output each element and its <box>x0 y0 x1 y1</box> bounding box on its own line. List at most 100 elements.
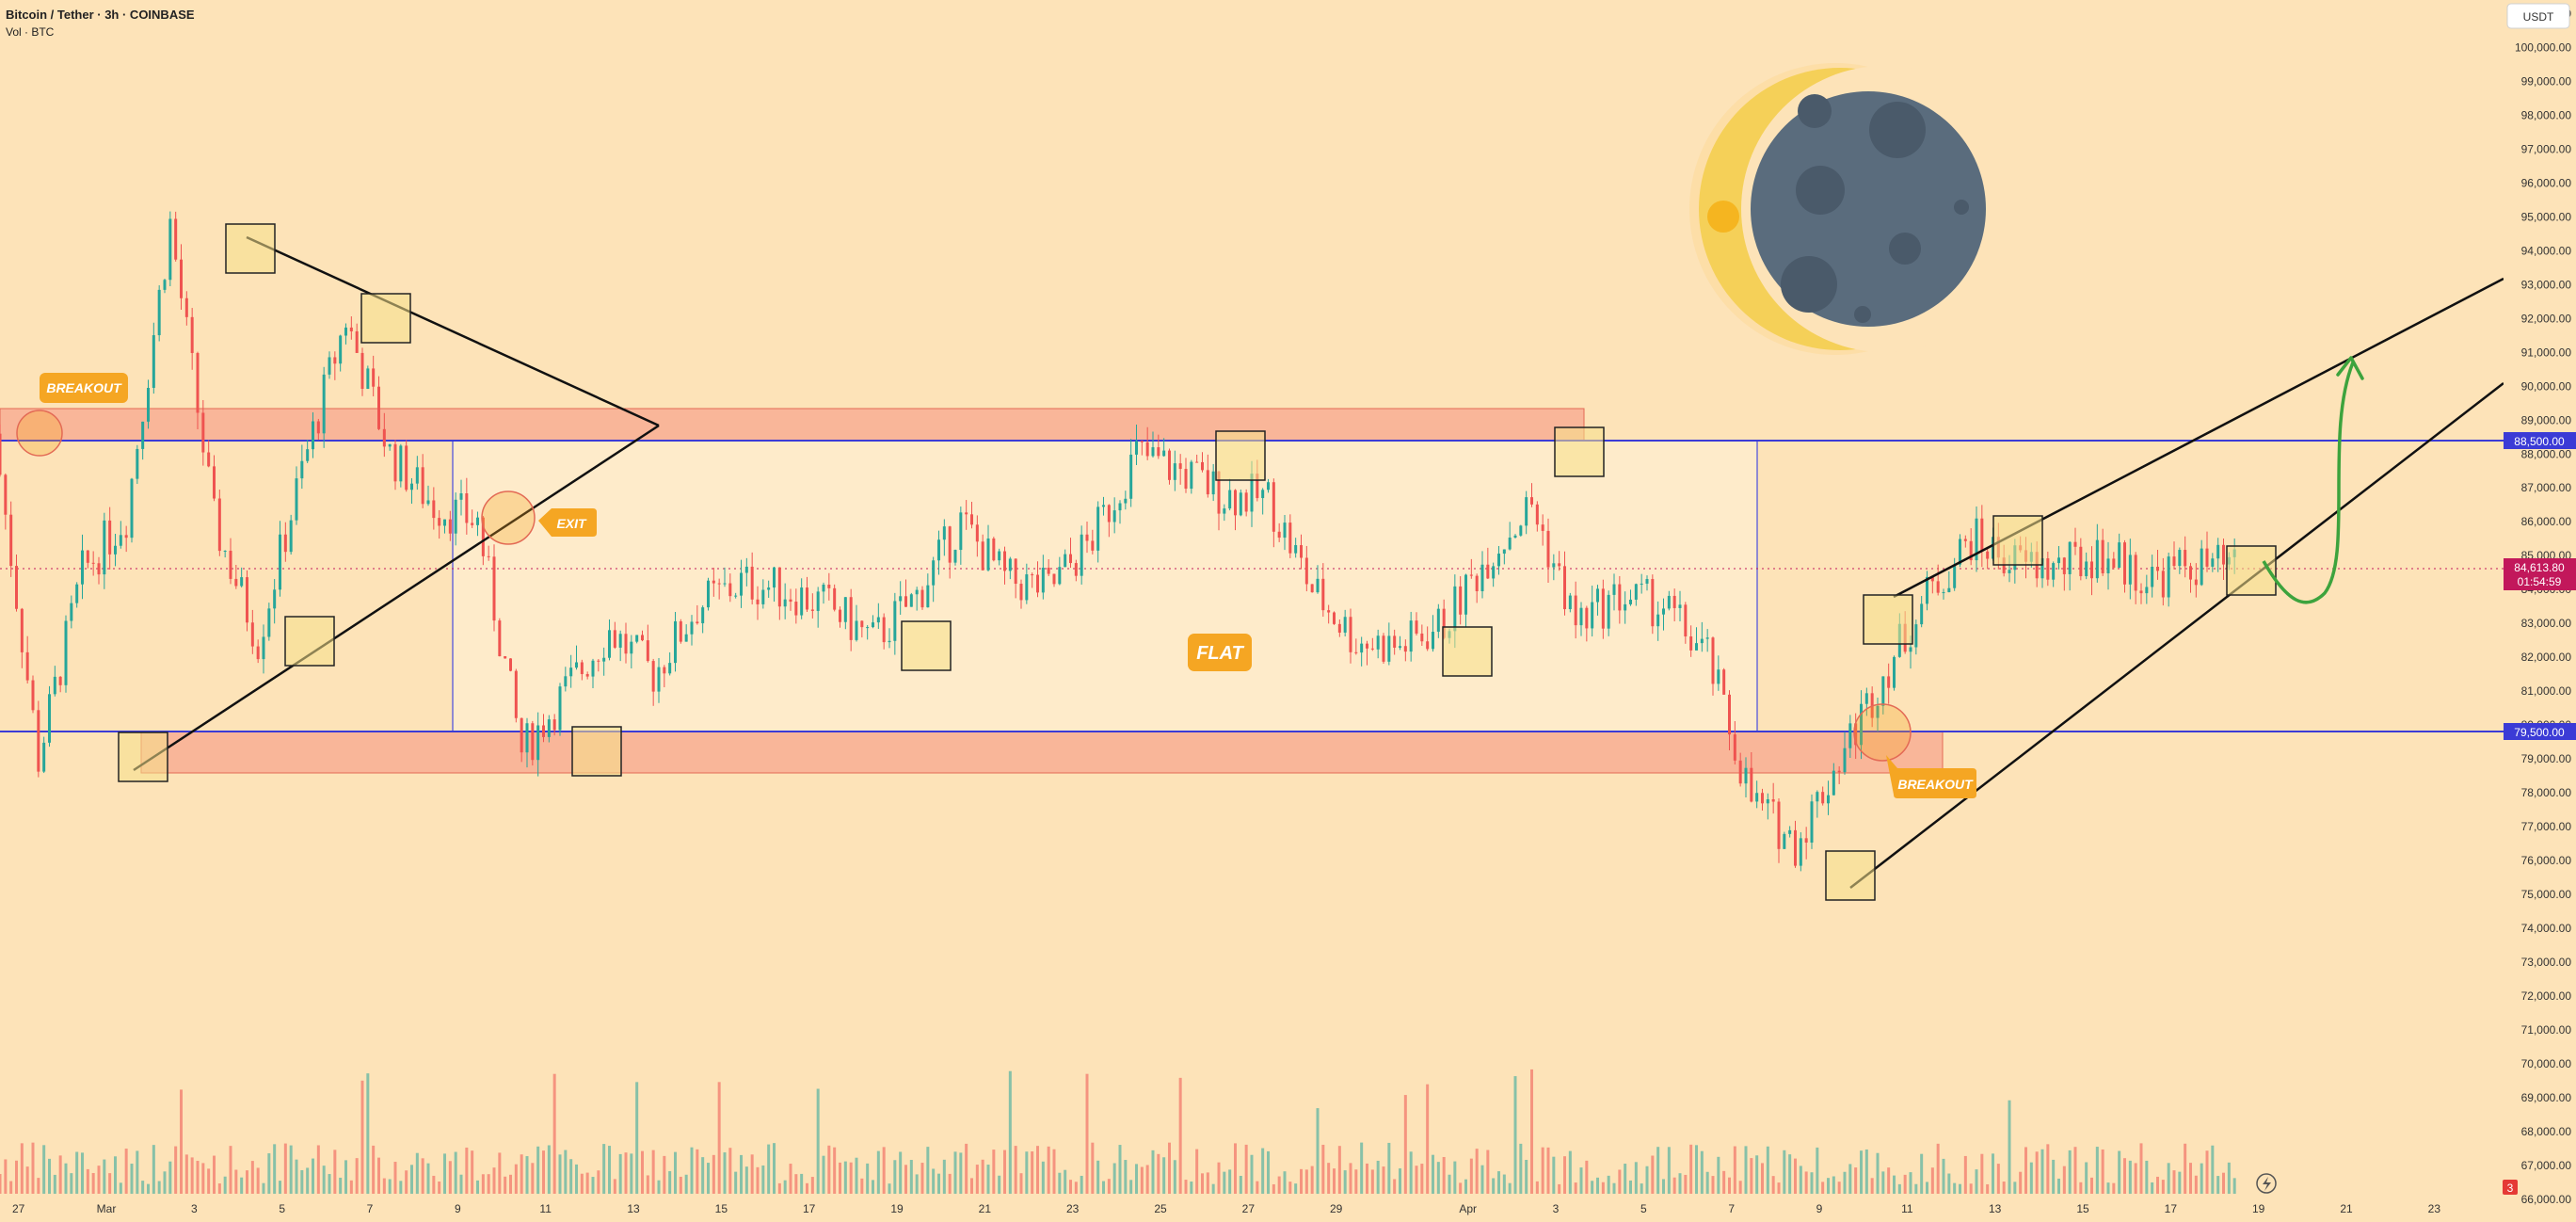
candle-body <box>2068 541 2072 574</box>
candle-body <box>1091 540 1095 551</box>
volume-bar <box>777 1182 781 1194</box>
candle-body <box>1926 576 1928 604</box>
time-tick-label: 17 <box>2165 1202 2178 1215</box>
candle-body <box>1591 602 1594 629</box>
volume-bar <box>405 1170 408 1194</box>
candle-body <box>1140 441 1144 442</box>
candle-body <box>1399 646 1401 648</box>
candle-body <box>1492 566 1496 579</box>
time-tick-label: 29 <box>1330 1202 1343 1215</box>
volume-bar <box>81 1152 84 1194</box>
volume-bar <box>1464 1179 1467 1194</box>
price-tick-label: 78,000.00 <box>2521 786 2572 799</box>
candle-body <box>487 555 490 557</box>
candle-body <box>948 526 952 563</box>
candle-body <box>591 660 595 677</box>
time-tick-label: 21 <box>979 1202 992 1215</box>
pivot-box <box>1442 626 1493 677</box>
candle-body <box>1436 608 1440 633</box>
volume-bar <box>1294 1183 1298 1194</box>
volume-bar <box>882 1147 886 1194</box>
candle-body <box>602 657 606 662</box>
candle-body <box>1744 767 1748 784</box>
volume-bar <box>421 1158 424 1194</box>
volume-bar <box>1684 1174 1688 1194</box>
time-tick-label: 7 <box>367 1202 374 1215</box>
candle-body <box>1008 558 1012 571</box>
volume-bar <box>240 1177 244 1194</box>
candle-body <box>1442 608 1446 638</box>
candle-body <box>443 519 446 526</box>
volume-bar <box>1442 1156 1446 1194</box>
volume-bar <box>1102 1181 1105 1194</box>
volume-bar <box>1096 1160 1100 1194</box>
candle-body <box>2189 566 2192 580</box>
candle-body <box>909 594 913 607</box>
time-axis[interactable]: 27 Mar 3 5 7 9 11 13 15 17 19 21 23 25 27 29 Apr 3 5 7 9 11 13… <box>12 1202 2440 1215</box>
candle-body <box>1370 648 1374 650</box>
arrow-head-icon <box>2336 356 2364 380</box>
volume-bar <box>152 1145 155 1194</box>
volume-bar <box>783 1180 787 1194</box>
currency-button[interactable]: USDT <box>2506 3 2570 29</box>
volume-bar <box>355 1158 359 1194</box>
volume-bar <box>1728 1177 1731 1194</box>
candle-body <box>1041 567 1045 593</box>
volume-bar <box>1864 1149 1868 1194</box>
volume-bar <box>75 1151 79 1194</box>
candle-body <box>701 607 705 624</box>
volume-bar <box>234 1169 238 1194</box>
candle-body <box>1118 503 1122 511</box>
price-axis[interactable]: 66,000.00 67,000.00 68,000.00 69,000.00 70,0… <box>2504 0 2576 1222</box>
volume-bar <box>1761 1163 1764 1194</box>
candle-body <box>651 661 655 692</box>
candle-body <box>860 620 864 628</box>
volume-bar <box>1201 1173 1204 1194</box>
time-tick-label: 15 <box>715 1202 728 1215</box>
candle-body <box>843 597 847 622</box>
level-low-value: 79,500.00 <box>2514 726 2565 739</box>
volume-bar <box>42 1145 46 1194</box>
volume-bar <box>920 1163 924 1194</box>
volume-bar <box>707 1163 710 1194</box>
volume-bar <box>1563 1156 1566 1194</box>
candle-body <box>1651 579 1655 627</box>
volume-bar <box>602 1144 606 1194</box>
candle-body <box>448 519 452 534</box>
volume-bar <box>366 1073 370 1194</box>
volume-bar <box>114 1156 117 1194</box>
candle-body <box>975 524 979 542</box>
candle-body <box>531 723 535 761</box>
lightning-icon[interactable] <box>2256 1173 2277 1194</box>
volume-bar <box>651 1150 655 1194</box>
volume-bar <box>657 1180 661 1194</box>
volume-bar <box>1662 1179 1665 1194</box>
candle-body <box>1662 608 1665 615</box>
alerts-badge[interactable]: 3 <box>2503 1180 2518 1195</box>
volume-bar <box>492 1167 496 1194</box>
candle-body <box>1585 607 1589 629</box>
price-tick-label: 95,000.00 <box>2521 210 2572 223</box>
volume-bar <box>4 1159 8 1194</box>
volume-bar <box>207 1168 211 1194</box>
candle-body <box>1304 557 1308 585</box>
volume-bar <box>1651 1155 1655 1194</box>
volume-bar <box>2151 1182 2154 1194</box>
volume-bar <box>646 1175 649 1194</box>
candle-body <box>1157 447 1160 457</box>
volume-bar <box>201 1163 205 1194</box>
time-tick-label: 9 <box>455 1202 461 1215</box>
candle-body <box>246 577 248 623</box>
volume-bar <box>1173 1160 1176 1194</box>
pivot-box <box>225 223 276 274</box>
volume-bar <box>1486 1150 1490 1194</box>
volume-bar <box>1349 1163 1352 1194</box>
volume-bar <box>827 1145 831 1194</box>
volume-bar <box>1513 1076 1517 1194</box>
volume-bar <box>1140 1166 1144 1194</box>
volume-bar <box>1711 1176 1715 1194</box>
candle-body <box>2090 561 2093 579</box>
volume-bar <box>1217 1162 1221 1194</box>
candle-body <box>481 517 485 556</box>
